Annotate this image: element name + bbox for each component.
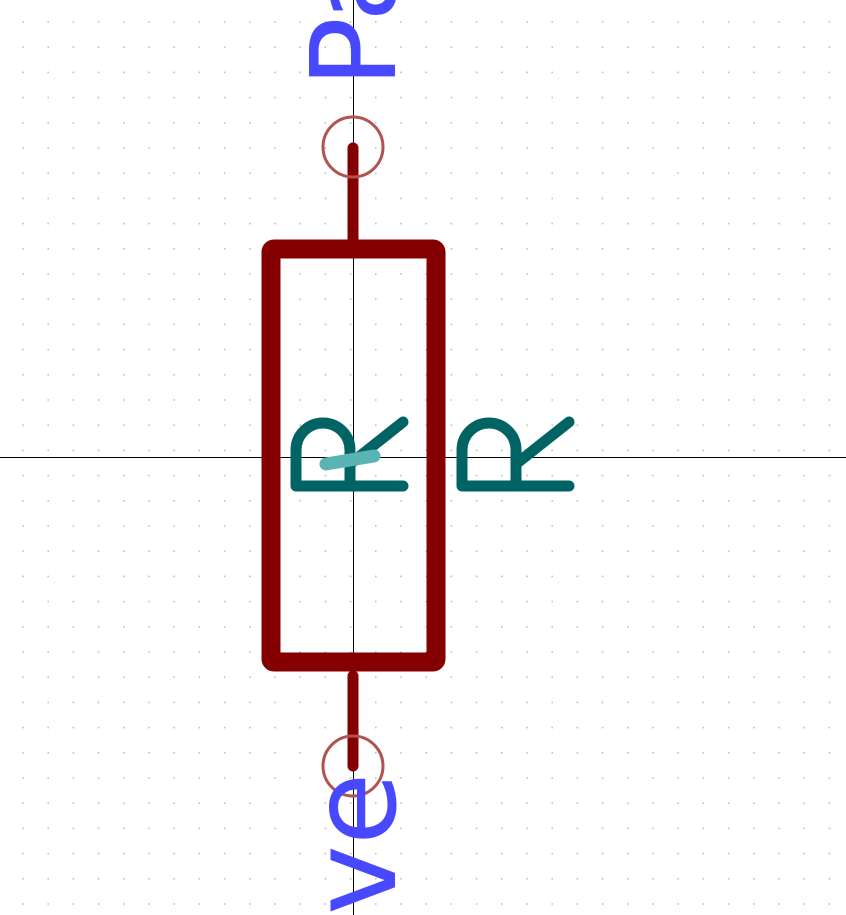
field-anchor-mark [319, 449, 381, 471]
pin-bottom-name-label: ve [285, 773, 423, 915]
pin-bottom-endpoint-circle[interactable] [321, 734, 385, 798]
value-field-glyph[interactable] [456, 416, 575, 492]
resistor-body[interactable] [261, 239, 446, 672]
pin-top-name-label: Pa [285, 0, 423, 88]
pin-top-endpoint-circle[interactable] [321, 115, 385, 179]
